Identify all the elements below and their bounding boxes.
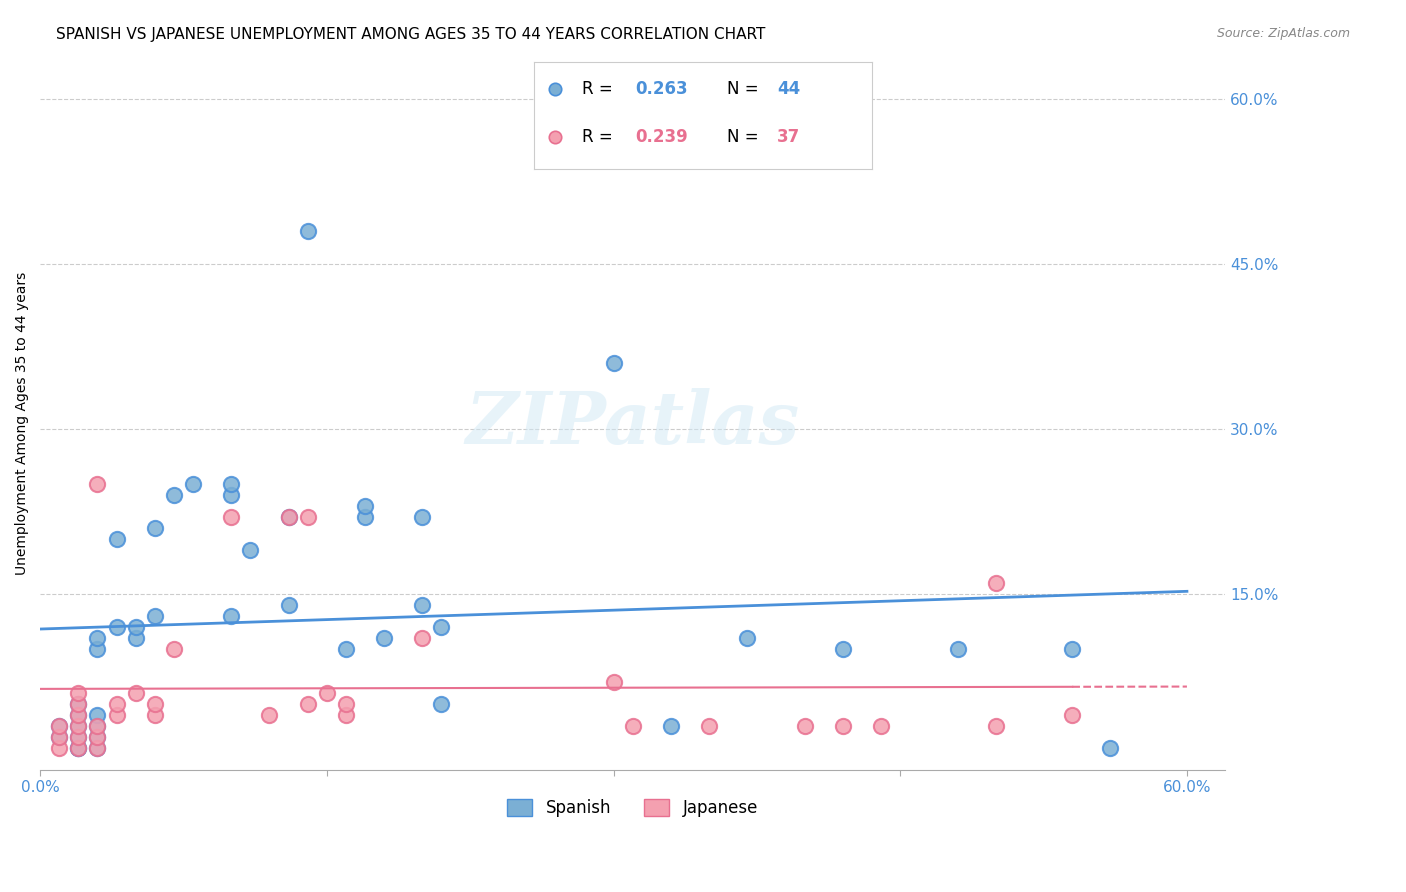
Japanese bbox=[219, 510, 242, 524]
Spanish bbox=[86, 708, 108, 723]
Japanese bbox=[48, 741, 70, 756]
Japanese bbox=[48, 730, 70, 744]
Japanese bbox=[67, 741, 90, 756]
Spanish bbox=[105, 532, 128, 546]
Spanish bbox=[163, 488, 186, 502]
Japanese bbox=[48, 719, 70, 733]
Spanish bbox=[239, 543, 262, 558]
Spanish bbox=[1099, 741, 1122, 756]
Spanish bbox=[831, 642, 853, 657]
Japanese bbox=[143, 708, 166, 723]
Japanese bbox=[984, 719, 1007, 733]
Point bbox=[543, 130, 565, 145]
Spanish bbox=[430, 620, 453, 634]
Spanish bbox=[335, 642, 357, 657]
Spanish bbox=[1062, 642, 1084, 657]
Text: 44: 44 bbox=[778, 80, 800, 98]
Spanish bbox=[354, 499, 377, 513]
Japanese bbox=[163, 642, 186, 657]
Spanish bbox=[946, 642, 969, 657]
Spanish bbox=[659, 719, 682, 733]
Japanese bbox=[67, 730, 90, 744]
Japanese bbox=[602, 675, 624, 690]
Spanish bbox=[86, 730, 108, 744]
Spanish bbox=[297, 224, 319, 238]
Japanese bbox=[831, 719, 853, 733]
Spanish bbox=[67, 719, 90, 733]
Japanese bbox=[125, 686, 148, 700]
Spanish bbox=[143, 521, 166, 535]
Spanish bbox=[219, 477, 242, 491]
Spanish bbox=[602, 356, 624, 370]
Japanese bbox=[1062, 708, 1084, 723]
Japanese bbox=[984, 576, 1007, 591]
Text: R =: R = bbox=[582, 80, 617, 98]
Spanish bbox=[143, 609, 166, 624]
Spanish bbox=[48, 730, 70, 744]
Japanese bbox=[297, 697, 319, 711]
Spanish bbox=[411, 598, 433, 612]
Text: N =: N = bbox=[727, 80, 758, 98]
Japanese bbox=[621, 719, 644, 733]
Spanish bbox=[277, 598, 299, 612]
Japanese bbox=[86, 730, 108, 744]
Spanish bbox=[737, 631, 759, 645]
Spanish bbox=[411, 510, 433, 524]
Japanese bbox=[105, 708, 128, 723]
Japanese bbox=[277, 510, 299, 524]
Japanese bbox=[67, 686, 90, 700]
Spanish bbox=[125, 631, 148, 645]
Japanese bbox=[259, 708, 281, 723]
Japanese bbox=[297, 510, 319, 524]
Spanish bbox=[219, 609, 242, 624]
Spanish bbox=[125, 620, 148, 634]
Japanese bbox=[870, 719, 893, 733]
Spanish bbox=[86, 741, 108, 756]
Japanese bbox=[67, 697, 90, 711]
Spanish bbox=[354, 510, 377, 524]
Text: R =: R = bbox=[582, 128, 617, 146]
Japanese bbox=[411, 631, 433, 645]
Japanese bbox=[697, 719, 720, 733]
Spanish bbox=[67, 730, 90, 744]
Japanese bbox=[86, 719, 108, 733]
Japanese bbox=[86, 741, 108, 756]
Spanish bbox=[86, 642, 108, 657]
Japanese bbox=[105, 697, 128, 711]
Spanish bbox=[373, 631, 395, 645]
Spanish bbox=[48, 719, 70, 733]
Text: N =: N = bbox=[727, 128, 758, 146]
Spanish bbox=[67, 741, 90, 756]
Text: ZIPatlas: ZIPatlas bbox=[465, 388, 800, 459]
Spanish bbox=[67, 741, 90, 756]
Japanese bbox=[67, 708, 90, 723]
Japanese bbox=[143, 697, 166, 711]
Spanish bbox=[181, 477, 204, 491]
Spanish bbox=[105, 620, 128, 634]
Japanese bbox=[335, 708, 357, 723]
Spanish bbox=[86, 719, 108, 733]
Text: 0.239: 0.239 bbox=[636, 128, 689, 146]
Japanese bbox=[86, 477, 108, 491]
Spanish bbox=[67, 708, 90, 723]
Spanish bbox=[67, 697, 90, 711]
Japanese bbox=[335, 697, 357, 711]
Spanish bbox=[430, 697, 453, 711]
Japanese bbox=[793, 719, 815, 733]
Spanish bbox=[277, 510, 299, 524]
Point bbox=[543, 82, 565, 96]
Text: SPANISH VS JAPANESE UNEMPLOYMENT AMONG AGES 35 TO 44 YEARS CORRELATION CHART: SPANISH VS JAPANESE UNEMPLOYMENT AMONG A… bbox=[56, 27, 766, 42]
Y-axis label: Unemployment Among Ages 35 to 44 years: Unemployment Among Ages 35 to 44 years bbox=[15, 272, 30, 575]
Spanish bbox=[86, 631, 108, 645]
Text: 0.263: 0.263 bbox=[636, 80, 688, 98]
Text: 37: 37 bbox=[778, 128, 800, 146]
Legend: Spanish, Japanese: Spanish, Japanese bbox=[501, 792, 765, 824]
Text: Source: ZipAtlas.com: Source: ZipAtlas.com bbox=[1216, 27, 1350, 40]
Spanish bbox=[219, 488, 242, 502]
Japanese bbox=[67, 719, 90, 733]
Japanese bbox=[315, 686, 337, 700]
